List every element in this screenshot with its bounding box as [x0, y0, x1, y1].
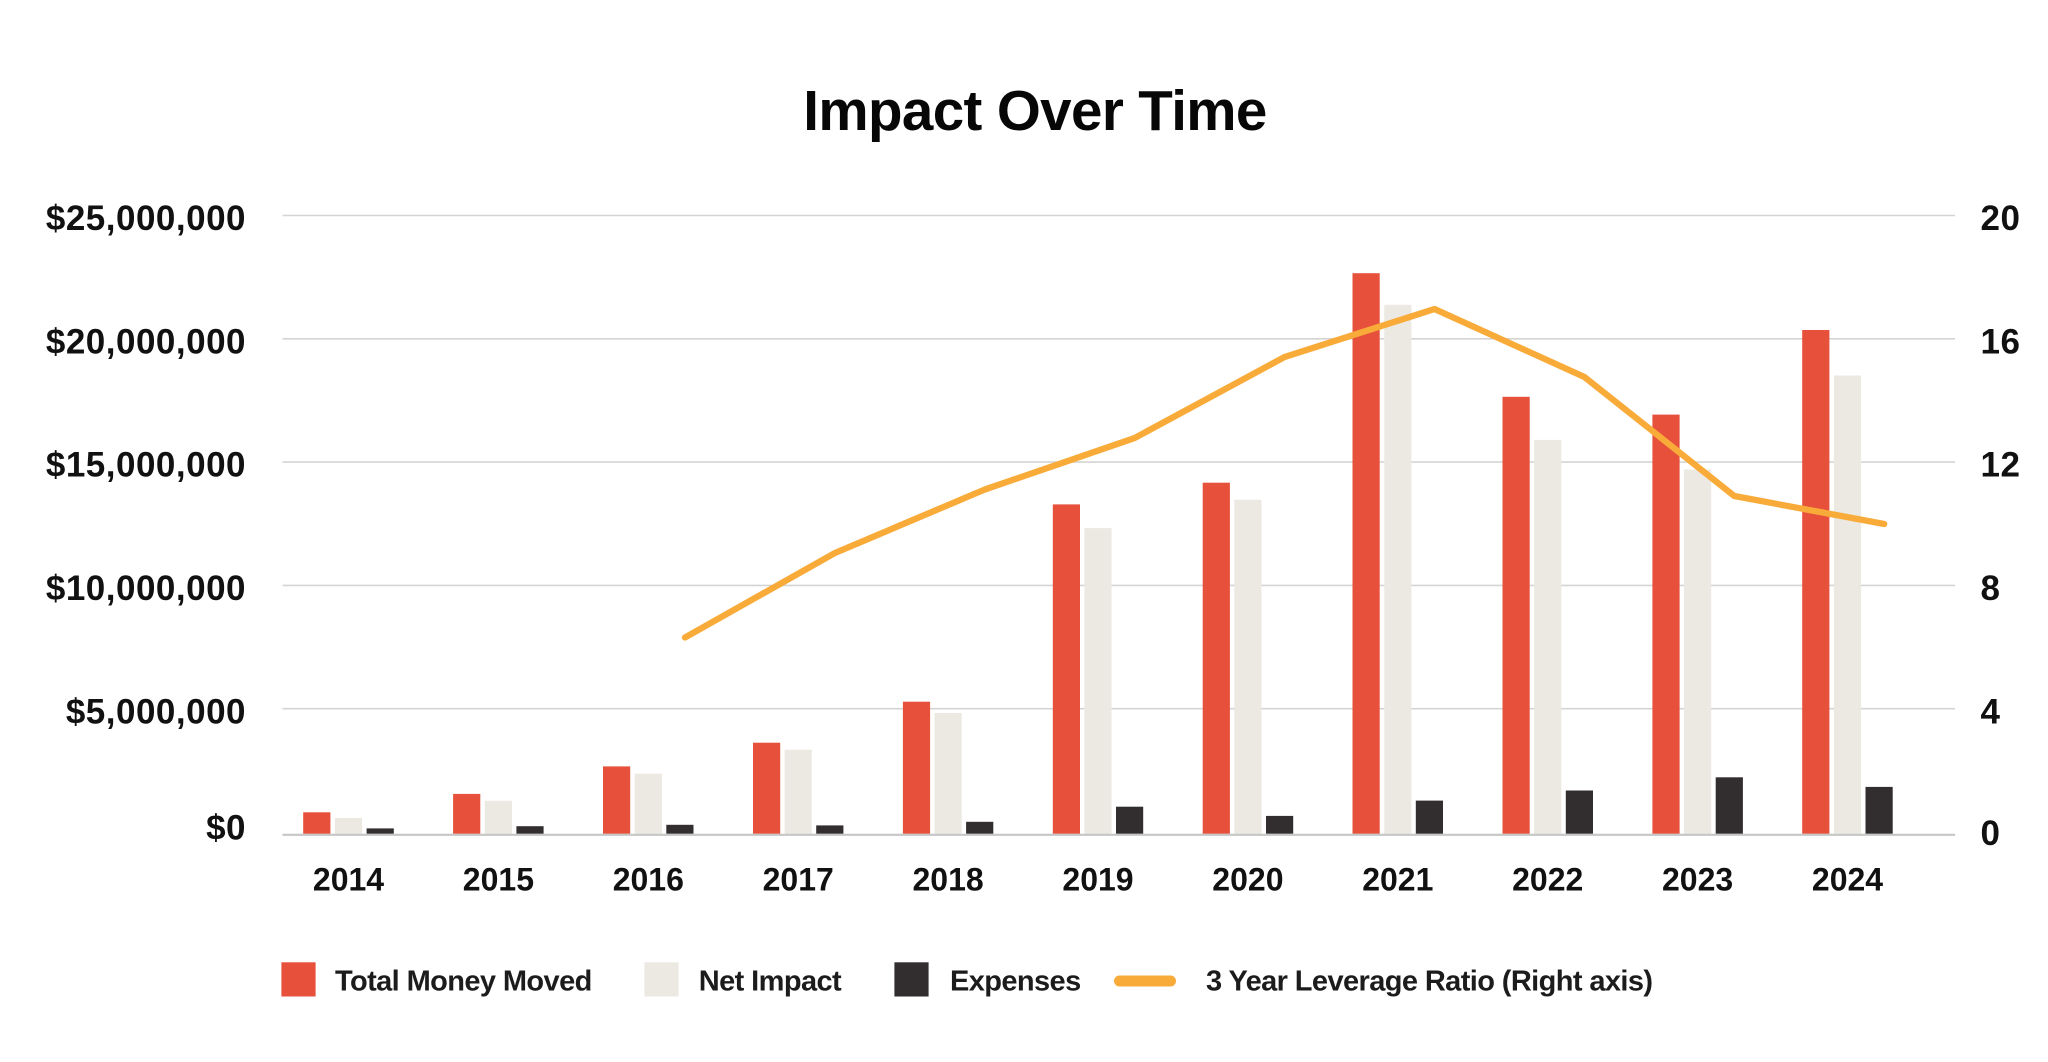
svg-text:$10,000,000: $10,000,000	[46, 569, 246, 608]
svg-text:20: 20	[1981, 199, 2021, 238]
svg-text:2024: 2024	[1812, 862, 1883, 898]
svg-text:8: 8	[1981, 569, 2001, 608]
svg-text:$0: $0	[206, 809, 246, 848]
svg-text:0: 0	[1981, 814, 2001, 853]
svg-text:2021: 2021	[1362, 862, 1433, 898]
svg-text:2023: 2023	[1662, 862, 1733, 898]
svg-text:2019: 2019	[1062, 862, 1133, 898]
svg-text:3 Year Leverage Ratio (Right a: 3 Year Leverage Ratio (Right axis)	[1206, 965, 1652, 997]
svg-text:$15,000,000: $15,000,000	[46, 446, 246, 485]
svg-text:$25,000,000: $25,000,000	[46, 199, 246, 238]
svg-text:2020: 2020	[1212, 862, 1283, 898]
svg-text:2015: 2015	[463, 862, 534, 898]
svg-text:$20,000,000: $20,000,000	[46, 322, 246, 361]
svg-text:2018: 2018	[913, 862, 984, 898]
svg-text:2014: 2014	[313, 862, 384, 898]
svg-text:12: 12	[1981, 446, 2021, 485]
svg-text:16: 16	[1981, 322, 2021, 361]
svg-text:2017: 2017	[763, 862, 834, 898]
svg-text:$5,000,000: $5,000,000	[66, 692, 246, 731]
svg-text:2022: 2022	[1512, 862, 1583, 898]
svg-text:Total Money Moved: Total Money Moved	[335, 965, 592, 997]
svg-text:4: 4	[1981, 692, 2001, 731]
svg-text:Expenses: Expenses	[950, 965, 1081, 997]
svg-text:Impact Over Time: Impact Over Time	[803, 79, 1267, 142]
svg-text:Net Impact: Net Impact	[699, 965, 842, 997]
svg-text:2016: 2016	[613, 862, 684, 898]
